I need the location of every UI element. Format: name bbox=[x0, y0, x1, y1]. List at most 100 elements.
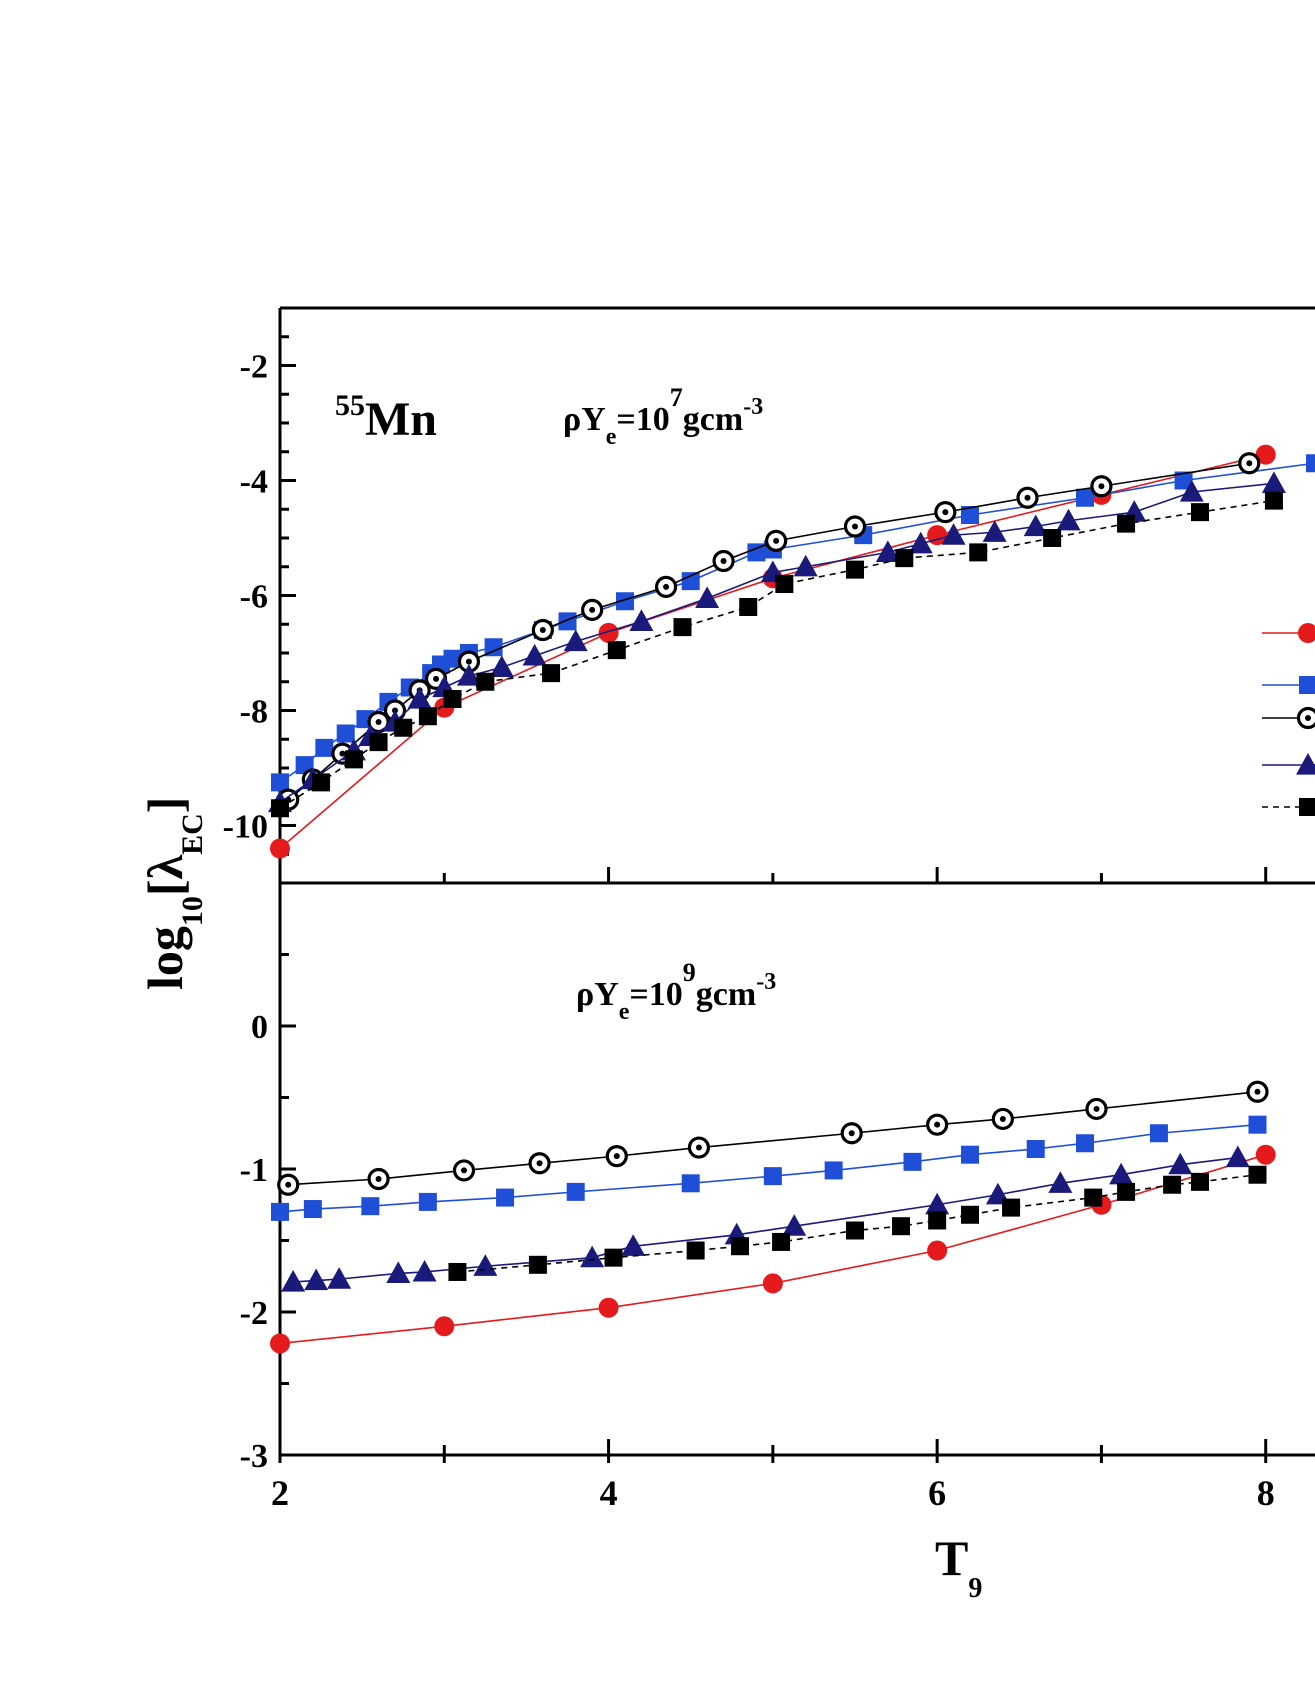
data-point bbox=[566, 1182, 585, 1201]
data-point bbox=[277, 1173, 300, 1196]
data-point bbox=[846, 1221, 864, 1240]
data-point bbox=[892, 1217, 910, 1236]
data-point bbox=[386, 1261, 411, 1283]
series-line bbox=[457, 1173, 1258, 1273]
data-point bbox=[941, 523, 966, 545]
data-point bbox=[271, 799, 289, 818]
series-3 bbox=[277, 1080, 1269, 1196]
data-point bbox=[1264, 491, 1283, 510]
data-point bbox=[531, 618, 554, 642]
data-point bbox=[629, 609, 654, 631]
data-point bbox=[327, 1267, 352, 1289]
data-point bbox=[928, 1211, 947, 1230]
data-point bbox=[686, 1241, 705, 1260]
data-point bbox=[1179, 480, 1204, 502]
x-tick-label: 2 bbox=[271, 1473, 289, 1513]
top-panel: -2 -4 -6 -8 -10 55Mn ρYe=107gcm-3 bbox=[223, 306, 1315, 885]
data-point bbox=[412, 1259, 437, 1282]
data-point bbox=[1023, 514, 1048, 537]
data-point bbox=[1149, 1124, 1168, 1143]
legend-item-2 bbox=[1262, 676, 1315, 694]
data-point bbox=[793, 554, 818, 577]
data-point bbox=[1191, 1172, 1209, 1191]
data-point bbox=[673, 618, 692, 637]
data-point bbox=[681, 572, 700, 591]
data-point bbox=[558, 612, 577, 631]
series-line bbox=[293, 1156, 1238, 1283]
data-point bbox=[903, 1152, 922, 1171]
data-point bbox=[1117, 514, 1136, 533]
y-tick-label: -1 bbox=[240, 1152, 268, 1189]
data-point bbox=[982, 520, 1007, 542]
data-point bbox=[418, 707, 437, 726]
data-point bbox=[1168, 1152, 1193, 1175]
data-point bbox=[270, 838, 290, 859]
data-point bbox=[1246, 1080, 1269, 1103]
data-point bbox=[961, 1145, 979, 1164]
data-point bbox=[1261, 471, 1286, 493]
data-point bbox=[763, 1167, 782, 1186]
bottom-axes: 0 -1 -2 -32 4 6 8 bbox=[240, 881, 1315, 1513]
data-point bbox=[418, 1192, 437, 1211]
series-4 bbox=[281, 1145, 1250, 1292]
x-tick-label: 6 bbox=[928, 1473, 946, 1513]
data-point bbox=[747, 543, 766, 562]
legend-marker bbox=[1298, 623, 1315, 643]
data-point bbox=[840, 1122, 863, 1145]
series-line bbox=[279, 462, 1315, 784]
y-tick-label: -10 bbox=[223, 809, 268, 846]
data-point bbox=[772, 1232, 791, 1251]
data-point bbox=[476, 672, 495, 691]
data-point bbox=[681, 1174, 700, 1193]
data-point bbox=[528, 1152, 551, 1175]
data-point bbox=[473, 1254, 498, 1276]
data-point bbox=[961, 506, 979, 524]
data-point bbox=[489, 655, 514, 677]
data-point bbox=[312, 773, 331, 792]
y-axis-label: log10[λEC] bbox=[137, 797, 209, 990]
legend-item-1 bbox=[1262, 623, 1315, 643]
data-point bbox=[448, 1262, 467, 1281]
data-point bbox=[1238, 452, 1261, 475]
data-point bbox=[522, 643, 547, 666]
data-point bbox=[739, 598, 758, 616]
data-point bbox=[336, 724, 355, 743]
top-axes: -2 -4 -6 -8 -10 bbox=[223, 306, 1315, 885]
data-point bbox=[443, 690, 462, 708]
data-point bbox=[315, 738, 334, 757]
data-point bbox=[1117, 1182, 1136, 1201]
data-point bbox=[1174, 471, 1193, 490]
data-point bbox=[361, 1197, 380, 1216]
data-point bbox=[991, 1107, 1014, 1131]
data-point bbox=[281, 1269, 306, 1292]
data-point bbox=[1306, 454, 1315, 473]
data-point bbox=[407, 687, 432, 709]
data-point bbox=[824, 1161, 843, 1180]
legend-item-3 bbox=[1262, 706, 1315, 730]
y-tick-label: -4 bbox=[240, 464, 268, 501]
y-tick-label: -2 bbox=[240, 1295, 268, 1332]
y-tick-label: -2 bbox=[240, 349, 268, 386]
data-point bbox=[934, 501, 957, 524]
data-point bbox=[1002, 1198, 1021, 1217]
data-point bbox=[908, 531, 933, 554]
data-point bbox=[496, 1188, 515, 1207]
top-condition-label: ρYe=107gcm-3 bbox=[563, 383, 763, 450]
legend-item-4 bbox=[1262, 753, 1315, 775]
bottom-condition-label: ρYe=109gcm-3 bbox=[576, 958, 776, 1025]
x-tick-label: 4 bbox=[600, 1473, 618, 1513]
data-point bbox=[1109, 1162, 1134, 1185]
legend-item-5 bbox=[1262, 798, 1315, 816]
data-point bbox=[782, 1214, 807, 1236]
data-point bbox=[621, 1234, 646, 1256]
top-series bbox=[268, 444, 1315, 859]
data-point bbox=[654, 575, 678, 598]
data-point bbox=[304, 1268, 329, 1291]
data-point bbox=[443, 649, 462, 668]
data-point bbox=[581, 598, 604, 621]
nucleus-label: 55Mn bbox=[335, 389, 437, 446]
x-tick-label: 8 bbox=[1257, 1473, 1275, 1513]
data-point bbox=[271, 773, 289, 792]
y-tick-label: -3 bbox=[240, 1438, 268, 1475]
